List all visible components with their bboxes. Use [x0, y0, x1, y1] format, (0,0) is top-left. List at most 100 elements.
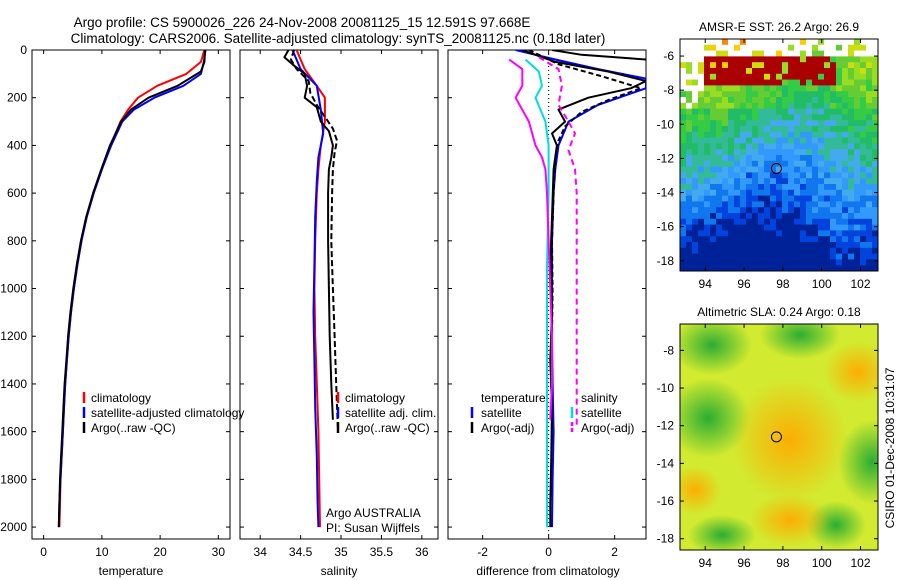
- sst-heatmap-cell: [830, 242, 837, 249]
- sst-heatmap-cell: [716, 247, 723, 254]
- sst-heatmap-cell: [764, 224, 771, 231]
- sst-heatmap-cell: [836, 91, 843, 98]
- sla-map-ytick-label: -14: [657, 456, 675, 470]
- depth-tick-label: 0: [20, 43, 27, 57]
- sst-heatmap-cell: [866, 143, 873, 150]
- sst-heatmap-cell: [764, 207, 771, 214]
- sst-heatmap-cell: [872, 247, 878, 254]
- sst-heatmap-cell: [842, 44, 849, 51]
- sst-heatmap-cell: [710, 44, 717, 51]
- sst-heatmap-cell: [734, 265, 741, 271]
- sst-heatmap-cell: [710, 126, 717, 133]
- depth-tick-label: 200: [7, 91, 27, 105]
- sst-heatmap-cell: [812, 253, 819, 260]
- sla-map-ytick-label: -10: [657, 381, 675, 395]
- sst-heatmap-cell: [764, 230, 771, 237]
- sst-heatmap-cell: [800, 85, 807, 92]
- sst-heatmap-cell: [770, 108, 777, 115]
- sst-heatmap-cell: [746, 149, 753, 156]
- sst-heatmap-cell: [872, 166, 878, 173]
- sst-heatmap-cell: [698, 172, 705, 179]
- sst-heatmap-cell: [818, 44, 825, 51]
- sst-heatmap-cell: [680, 207, 687, 214]
- sst-heatmap-cell: [806, 259, 813, 266]
- sst-heatmap-cell: [764, 91, 771, 98]
- sst-heatmap-cell: [866, 137, 873, 144]
- sst-heatmap-cell: [872, 149, 878, 156]
- sla-map-ticks: 94 96 98 100 102 -8 -10 -12 -14 -16 -18: [657, 324, 878, 570]
- sst-map-title: AMSR-E SST: 26.2 Argo: 26.9: [699, 20, 859, 34]
- sst-heatmap-cell: [698, 213, 705, 220]
- sst-heatmap-cell: [770, 160, 777, 167]
- sst-heatmap-cell: [758, 85, 765, 92]
- sst-heatmap-cell: [698, 39, 705, 46]
- sst-heatmap-cell: [746, 253, 753, 260]
- sst-heatmap-cell: [836, 50, 843, 57]
- sst-heatmap-cell: [788, 91, 795, 98]
- legend-title-salinity: salinity: [581, 391, 618, 405]
- sst-heatmap-cell: [680, 73, 687, 80]
- sst-heatmap-cell: [848, 44, 855, 51]
- sst-heatmap-cell: [740, 236, 747, 243]
- sst-heatmap-cell: [758, 79, 765, 86]
- sst-heatmap-cell: [860, 102, 867, 109]
- sst-heatmap-cell: [794, 114, 801, 121]
- sst-heatmap-cell: [734, 79, 741, 86]
- sst-heatmap-cell: [770, 56, 777, 63]
- sst-heatmap-cell: [872, 259, 878, 266]
- sst-heatmap-cell: [806, 102, 813, 109]
- sst-heatmap-cell: [854, 247, 861, 254]
- sst-heatmap-cell: [860, 39, 867, 46]
- sst-heatmap-cell: [866, 189, 873, 196]
- sst-heatmap-cell: [788, 108, 795, 115]
- sst-heatmap-cell: [824, 172, 831, 179]
- sst-heatmap-cell: [704, 137, 711, 144]
- sst-heatmap-cell: [710, 230, 717, 237]
- sst-heatmap-cell: [782, 137, 789, 144]
- sst-heatmap-cell: [764, 73, 771, 80]
- sst-heatmap-cell: [722, 39, 729, 46]
- sst-heatmap-cell: [728, 218, 735, 225]
- legend-label-satadj-sal: satellite adj. clim.: [345, 406, 436, 420]
- sst-heatmap-cell: [824, 149, 831, 156]
- sst-heatmap-cell: [758, 120, 765, 127]
- sst-heatmap-cell: [818, 207, 825, 214]
- sst-heatmap-cell: [734, 259, 741, 266]
- sst-map-axes-box: [679, 38, 879, 272]
- sst-heatmap-cell: [812, 242, 819, 249]
- sst-heatmap-cell: [734, 166, 741, 173]
- sst-heatmap-cell: [794, 91, 801, 98]
- sst-heatmap-cell: [860, 160, 867, 167]
- sst-heatmap-cell: [728, 143, 735, 150]
- sst-heatmap-cell: [692, 259, 699, 266]
- sst-heatmap-cell: [866, 259, 873, 266]
- sst-heatmap-cell: [776, 79, 783, 86]
- sst-heatmap-cell: [824, 166, 831, 173]
- salinity-legend: climatology satellite adj. clim. Argo(..…: [336, 391, 436, 435]
- sst-heatmap-cell: [848, 137, 855, 144]
- sst-heatmap-cell: [866, 155, 873, 162]
- sst-heatmap-cell: [782, 50, 789, 57]
- sst-heatmap-cell: [722, 120, 729, 127]
- sst-heatmap-cell: [794, 97, 801, 104]
- sst-heatmap-cell: [710, 68, 717, 75]
- sst-heatmap-cell: [752, 91, 759, 98]
- sst-heatmap-cell: [806, 218, 813, 225]
- sst-heatmap-cell: [704, 247, 711, 254]
- sst-heatmap-cell: [848, 213, 855, 220]
- sst-heatmap-cell: [752, 236, 759, 243]
- sst-heatmap-cell: [854, 265, 861, 271]
- sst-heatmap-cell: [680, 97, 687, 104]
- sst-heatmap-cell: [698, 91, 705, 98]
- sst-heatmap-cell: [722, 155, 729, 162]
- sst-heatmap-cell: [770, 242, 777, 249]
- sst-heatmap-cell: [758, 195, 765, 202]
- sst-heatmap-cell: [746, 184, 753, 191]
- sst-heatmap-cell: [782, 201, 789, 208]
- sst-heatmap-cell: [782, 120, 789, 127]
- sst-heatmap-cell: [758, 172, 765, 179]
- sst-heatmap-cell: [740, 247, 747, 254]
- sla-map-xtick-label: 94: [699, 556, 713, 570]
- sst-heatmap-cell: [812, 68, 819, 75]
- sst-heatmap-cell: [830, 39, 837, 46]
